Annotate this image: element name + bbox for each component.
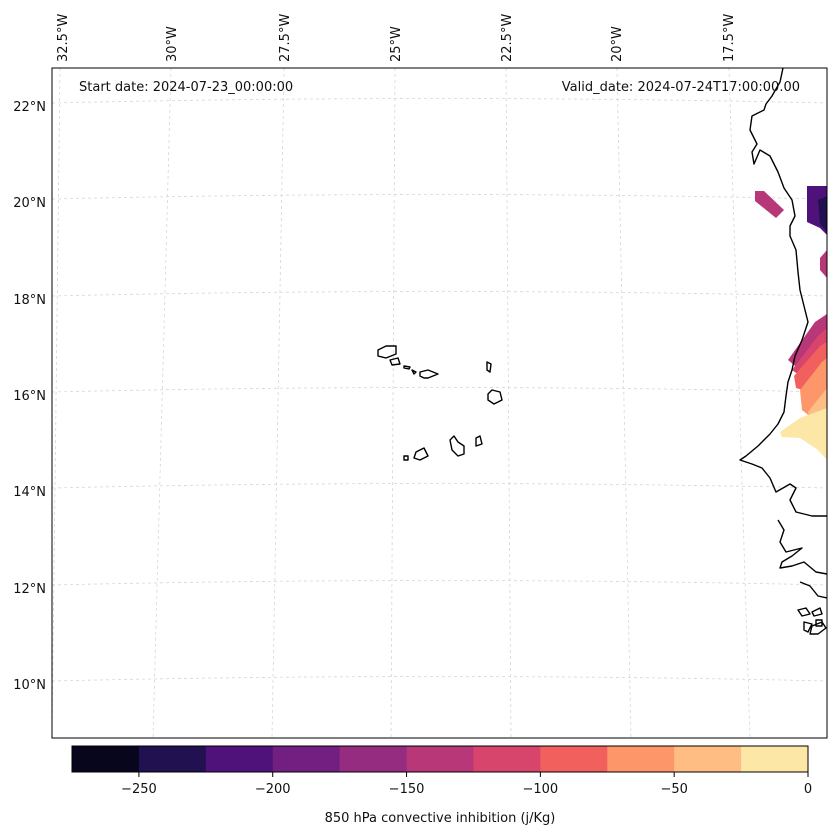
colorbar-segment (272, 746, 341, 772)
island-sao-nicolau (411, 369, 439, 379)
island-brava (403, 455, 409, 461)
colorbar-tick-label: 0 (804, 782, 812, 797)
colorbar: −250 −200 −150 −100 −50 0 850 hPa convec… (71, 745, 812, 826)
lat-label-18n: 18°N (13, 293, 46, 308)
colorbar-segment (138, 746, 207, 772)
lon-label-25w: 25°W (389, 26, 404, 62)
latitude-labels: 22°N 20°N 18°N 16°N 14°N 12°N 10°N (13, 100, 46, 693)
colorbar-segment (607, 746, 675, 772)
lon-label-27-5w: 27.5°W (278, 14, 293, 62)
colorbar-ticks: −250 −200 −150 −100 −50 0 (121, 772, 812, 797)
parallel-10n (52, 676, 827, 682)
lon-label-17-5w: 17.5°W (722, 14, 737, 62)
map-background (52, 68, 827, 738)
cin-contour-patch (755, 191, 784, 218)
meridian-30w (152, 68, 172, 738)
parallel-16n (52, 387, 827, 393)
colorbar-segment (741, 746, 809, 772)
colorbar-label: 850 hPa convective inhibition (j/Kg) (325, 811, 556, 826)
cin-contour-patch (780, 408, 827, 460)
meridian-27-5w (271, 68, 285, 738)
lat-label-10n: 10°N (13, 678, 46, 693)
map-area (52, 68, 827, 738)
meridian-17-5w (728, 68, 751, 738)
colorbar-tick-label: −100 (523, 782, 559, 797)
island-santo-antao (377, 345, 397, 359)
island-maio (475, 435, 483, 447)
lat-label-20n: 20°N (13, 196, 46, 211)
colorbar-frame (71, 745, 809, 773)
meridian-20w (616, 68, 632, 738)
colorbar-segment (473, 746, 541, 772)
colorbar-tick-label: −150 (389, 782, 425, 797)
island-santa-luzia (403, 365, 411, 370)
meridian-22-5w (505, 68, 512, 738)
island-sal (486, 361, 492, 373)
cin-contour-patch (788, 314, 827, 370)
colorbar-segments (72, 746, 809, 772)
bissagos-islands (797, 607, 827, 635)
parallel-22n (52, 98, 827, 104)
start-date-label: Start date: 2024-07-23_00:00:00 (79, 80, 293, 95)
cin-contour-patch (792, 328, 827, 380)
graticule (52, 68, 827, 738)
west-africa-coastline (739, 68, 827, 599)
parallel-12n (52, 580, 827, 586)
lon-label-20w: 20°W (610, 26, 625, 62)
parallel-18n (52, 291, 827, 297)
coastlines (377, 68, 827, 635)
lat-label-12n: 12°N (13, 582, 46, 597)
meridian-25w (390, 68, 396, 738)
map-frame (51, 67, 828, 739)
colorbar-tick-label: −200 (255, 782, 291, 797)
cin-contour-patch (818, 196, 827, 232)
colorbar-segment (540, 746, 608, 772)
longitude-labels: 32.5°W 30°W 27.5°W 25°W 22.5°W 20°W 17.5… (56, 14, 737, 62)
lon-label-22-5w: 22.5°W (500, 14, 515, 62)
colorbar-segment (72, 746, 140, 772)
meridian-32-5w (52, 68, 61, 738)
lat-label-14n: 14°N (13, 485, 46, 500)
lat-label-16n: 16°N (13, 389, 46, 404)
parallel-20n (52, 194, 827, 200)
island-fogo (413, 447, 429, 461)
colorbar-tick-label: −250 (121, 782, 157, 797)
colorbar-segment (339, 746, 408, 772)
lat-label-22n: 22°N (13, 100, 46, 115)
colorbar-tick-label: −50 (660, 782, 687, 797)
valid-date-label: Valid_date: 2024-07-24T17:00:00.00 (562, 80, 800, 95)
lon-label-30w: 30°W (165, 26, 180, 62)
island-sao-vicente (389, 357, 401, 366)
island-santiago (449, 435, 465, 457)
island-boa-vista (487, 389, 503, 405)
cin-contours (755, 186, 827, 460)
parallel-14n (52, 483, 827, 489)
colorbar-segment (406, 746, 474, 772)
colorbar-segment (205, 746, 274, 772)
colorbar-segment (674, 746, 742, 772)
cin-contour-patch (820, 250, 827, 278)
lon-label-32-5w: 32.5°W (56, 14, 71, 62)
